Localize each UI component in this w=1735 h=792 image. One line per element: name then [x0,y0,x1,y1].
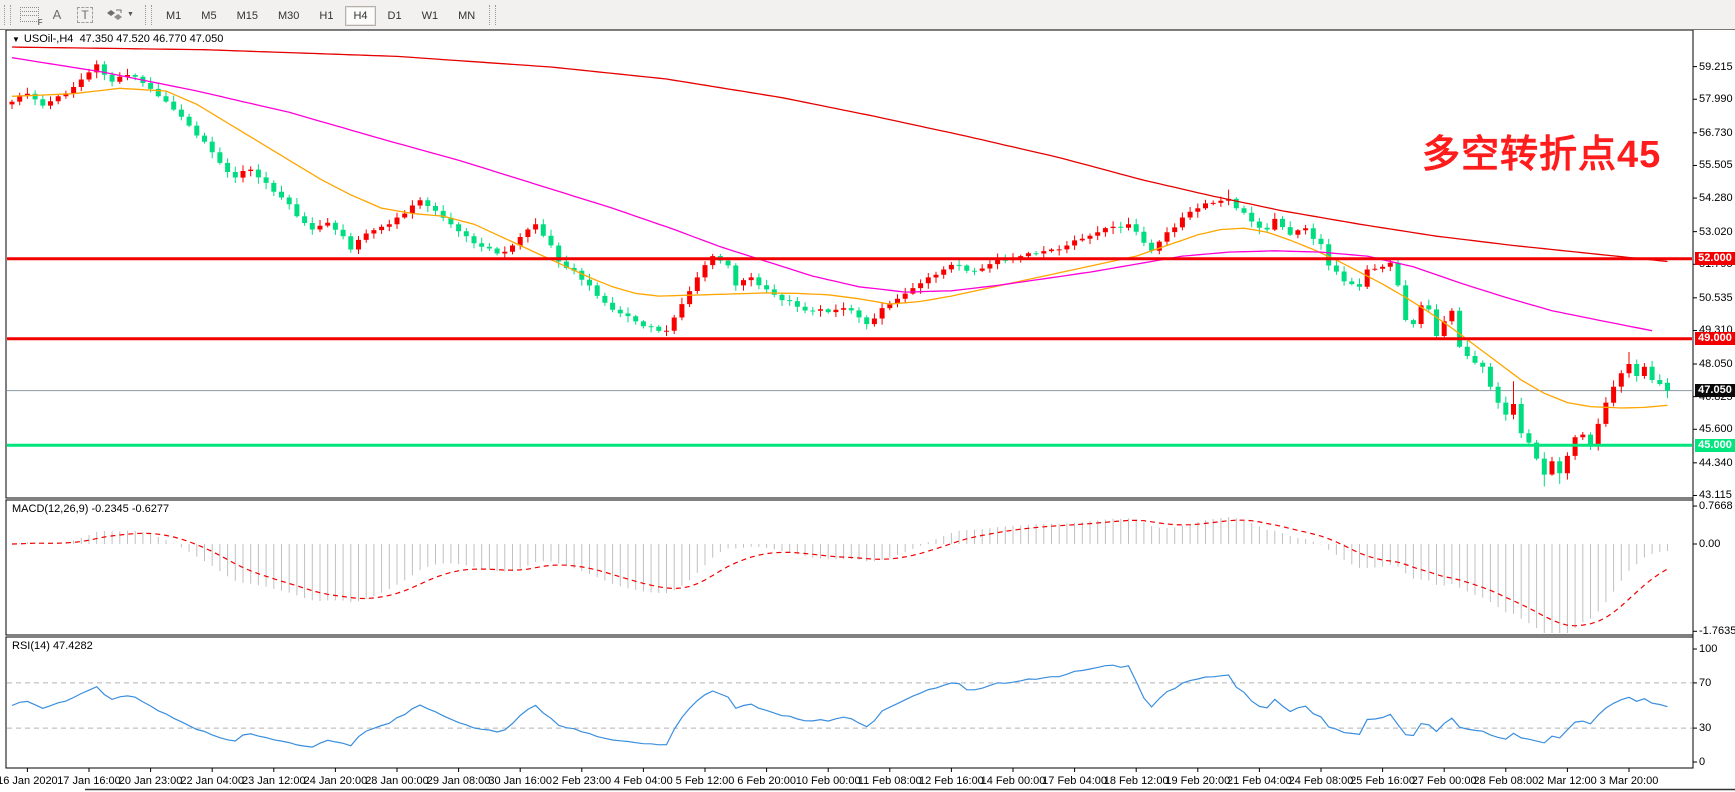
rsi-pane[interactable] [5,636,1694,769]
toolbar-separator [145,4,152,25]
timeframe-button-w1[interactable]: W1 [421,9,439,22]
time-tick-label: 28 Jan 00:00 [365,775,429,787]
time-tick-label: 29 Jan 08:00 [426,775,491,787]
timeframe-button-h1[interactable]: H1 [319,9,334,22]
toolbar-separator-2 [489,4,497,25]
price-tick-label: 56.730 [1699,126,1733,139]
toolbar-grip[interactable] [4,4,11,25]
macd-values: -0.2345 -0.6277 [91,503,170,515]
macd-signal-line [11,519,1668,627]
time-tick-label: 5 Feb 12:00 [675,775,735,787]
timeframe-button-m15[interactable]: M15 [236,9,258,22]
time-tick-label: 3 Mar 20:00 [1599,775,1659,787]
ohlc-values: 47.350 47.520 46.770 47.050 [79,33,224,45]
time-tick-label: 17 Jan 16:00 [57,775,121,787]
price-tick-label: 44.340 [1699,456,1733,469]
time-tick-label: 20 Jan 23:00 [118,775,183,787]
price-tick-label: 53.020 [1699,225,1733,238]
price-tick-label: 45.600 [1699,423,1733,436]
arrows-objects-icon[interactable]: ▼ [100,4,140,26]
time-tick-label: 25 Feb 16:00 [1350,775,1416,787]
support-level-badge: 45.000 [1695,438,1735,452]
time-tick-label: 24 Feb 08:00 [1288,775,1354,787]
insert-text-icon[interactable]: A [52,7,62,22]
time-tick-label: 23 Jan 12:00 [241,775,306,787]
time-tick-label: 28 Feb 08:00 [1473,775,1539,787]
time-tick-label: 24 Jan 20:00 [303,775,368,787]
time-tick-label: 6 Feb 20:00 [737,775,796,787]
time-tick-label: 18 Feb 12:00 [1103,775,1169,787]
time-tick-label: 2 Feb 23:00 [552,775,612,787]
time-tick-label: 14 Feb 00:00 [980,775,1046,787]
time-tick-label: 30 Jan 16:00 [488,775,552,787]
rsi-tick-label: 30 [1699,722,1712,735]
price-tick-label: 57.990 [1699,93,1733,106]
timeframe-button-mn[interactable]: MN [458,9,476,22]
price-tick-label: 59.215 [1699,60,1733,73]
time-tick-label: 19 Feb 20:00 [1165,775,1231,787]
price-tick-label: 55.505 [1699,159,1733,172]
rsi-tick-label: 70 [1699,676,1712,689]
dropdown-arrow-icon: ▼ [127,11,134,18]
time-tick-label: 16 Jan 2020 [0,775,58,787]
text-label-icon[interactable]: T [72,4,98,26]
timeframe-button-h4[interactable]: H4 [345,5,376,26]
macd-pane[interactable] [5,499,1694,636]
macd-indicator-label: MACD(12,26,9) -0.2345 -0.6277 [12,503,170,515]
timeframe-button-m30[interactable]: M30 [277,9,300,22]
symbol-dropdown-icon[interactable]: ▼ [12,35,20,44]
macd-histogram [19,517,1668,633]
rsi-indicator-label: RSI(14) 47.4282 [12,640,93,652]
timeframe-button-m1[interactable]: M1 [166,9,182,22]
time-tick-label: 22 Jan 04:00 [180,775,244,787]
time-tick-label: 21 Feb 04:00 [1226,775,1292,787]
symbol-label: USOil-,H4 [23,33,74,45]
macd-tick-label: -1.7635 [1699,625,1735,638]
ma-fast-line [11,87,1668,409]
price-tick-label: 43.115 [1699,489,1732,502]
chart-shift-icon[interactable]: F [16,4,43,27]
time-tick-label: 17 Feb 04:00 [1042,775,1108,787]
rsi-line [11,664,1668,748]
ma-slow-line [11,46,1668,263]
rsi-value: 47.4282 [52,640,93,652]
time-tick-label: 4 Feb 04:00 [614,775,673,787]
price-tick-label: 54.280 [1699,192,1733,205]
timeframe-button-m5[interactable]: M5 [201,9,217,22]
chart-title: ▼ USOil-,H4 47.350 47.520 46.770 47.050 [12,33,223,45]
rsi-tick-label: 100 [1699,643,1718,655]
main-pane[interactable] [5,29,1694,499]
time-tick-label: 12 Feb 16:00 [918,775,984,787]
macd-tick-label: 0.7668 [1699,500,1733,513]
timeframe-button-group: M1 M5 M15 M30 H1 H4 D1 W1 MN [156,5,485,26]
price-tick-label: 50.535 [1699,291,1733,304]
macd-tick-label: 0.00 [1699,538,1721,550]
resistance-level-badge: 49.000 [1695,332,1735,346]
time-tick-label: 2 Mar 12:00 [1538,775,1597,787]
time-tick-label: 27 Feb 00:00 [1411,775,1477,787]
current-price-badge: 47.050 [1695,384,1735,398]
diamond-arrows-glyph [107,9,123,20]
resistance-level-badge: 52.000 [1695,252,1735,266]
time-tick-label: 11 Feb 08:00 [857,775,922,787]
trade-annotation-text[interactable]: 多空转折点45 [1422,134,1662,176]
rsi-tick-label: 0 [1699,756,1706,768]
timeframe-button-d1[interactable]: D1 [387,9,402,22]
price-tick-label: 48.050 [1699,358,1733,371]
time-tick-label: 10 Feb 00:00 [795,775,861,787]
